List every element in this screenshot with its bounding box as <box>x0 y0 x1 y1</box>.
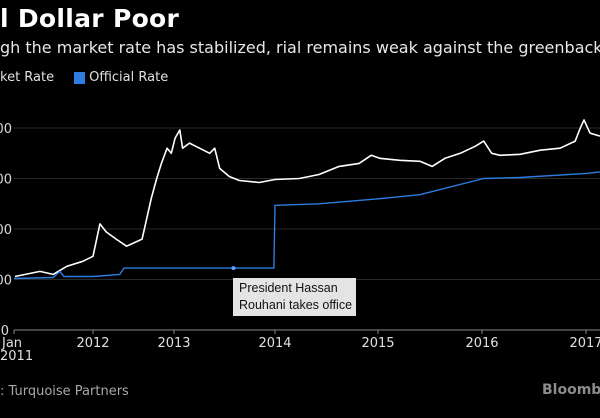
chart-subtitle: gh the market rate has stabilized, rial … <box>0 38 600 57</box>
y-tick-label: 00 <box>0 274 12 289</box>
x-tick-label: 2016 <box>465 336 498 351</box>
bloomberg-logo: Bloombe <box>542 382 600 398</box>
y-tick-label: 00 <box>0 122 12 137</box>
x-tick-label: 2012 <box>76 336 109 351</box>
y-tick-label: 0 <box>1 324 9 339</box>
annotation-rouhani: President Hassan Rouhani takes office <box>233 278 356 316</box>
official-rate-line <box>13 171 600 280</box>
annotation-line-2: Rouhani takes office <box>239 298 353 312</box>
source-note: : Turquoise Partners <box>0 384 129 399</box>
chart-title: l Dollar Poor <box>0 4 180 33</box>
x-tick-label: 2015 <box>361 336 394 351</box>
x-tick-label: Jan <box>1 336 22 351</box>
legend: ket Rate Official Rate <box>0 70 168 85</box>
legend-official-swatch <box>74 71 86 84</box>
annotation-point <box>231 266 236 271</box>
x-tick-label-year: 2011 <box>0 349 33 364</box>
x-tick-label: 2014 <box>258 336 291 351</box>
market-rate-line <box>14 119 600 278</box>
x-tick-label: 2013 <box>157 336 190 351</box>
y-tick-label: 00 <box>0 223 12 238</box>
annotation-line-1: President Hassan <box>239 281 338 295</box>
legend-market-rate: ket Rate <box>0 70 55 85</box>
y-tick-label: 00 <box>0 173 12 188</box>
x-tick-label: 2017 <box>569 336 600 351</box>
legend-official-rate: Official Rate <box>89 70 169 85</box>
